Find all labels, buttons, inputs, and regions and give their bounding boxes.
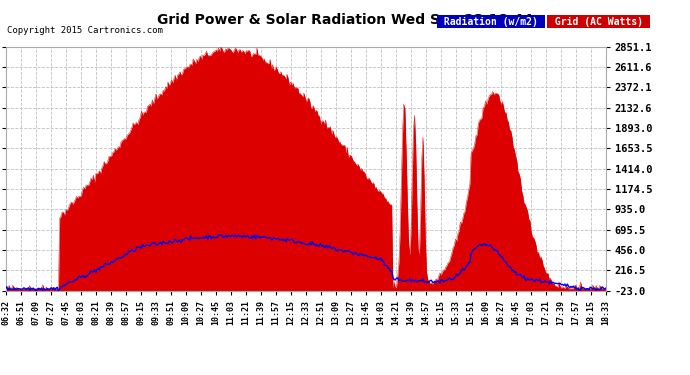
Text: Grid Power & Solar Radiation Wed Sep 23 18:44: Grid Power & Solar Radiation Wed Sep 23 … (157, 13, 533, 27)
Text: Radiation (w/m2): Radiation (w/m2) (438, 17, 544, 27)
Text: Grid (AC Watts): Grid (AC Watts) (549, 17, 649, 27)
Text: Copyright 2015 Cartronics.com: Copyright 2015 Cartronics.com (7, 26, 163, 35)
